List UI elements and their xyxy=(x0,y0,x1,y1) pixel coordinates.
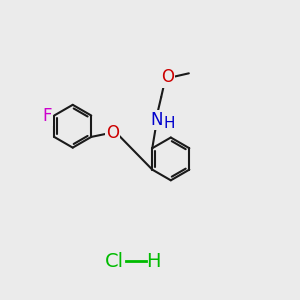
Text: Cl: Cl xyxy=(105,252,124,271)
Text: O: O xyxy=(106,124,119,142)
Text: N: N xyxy=(151,111,163,129)
Text: H: H xyxy=(164,116,175,131)
Text: O: O xyxy=(160,68,174,86)
Text: F: F xyxy=(42,106,52,124)
Text: H: H xyxy=(146,252,160,271)
